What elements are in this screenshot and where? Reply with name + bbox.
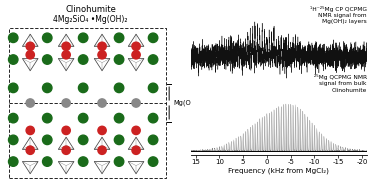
Circle shape [132, 99, 140, 107]
Circle shape [114, 55, 124, 64]
Text: 4Mg₂SiO₄ •Mg(OH)₂: 4Mg₂SiO₄ •Mg(OH)₂ [53, 15, 128, 24]
Circle shape [114, 157, 124, 166]
Circle shape [26, 146, 34, 154]
Circle shape [79, 33, 88, 43]
Circle shape [98, 51, 106, 59]
Text: Mg(OH)₂: Mg(OH)₂ [173, 100, 201, 106]
Circle shape [148, 135, 158, 145]
Circle shape [42, 113, 52, 123]
Circle shape [26, 99, 34, 107]
Circle shape [114, 135, 124, 145]
Text: ¹H⁻²⁵Mg CP QCPMG
NMR signal from
Mg(OH)₂ layers: ¹H⁻²⁵Mg CP QCPMG NMR signal from Mg(OH)₂… [310, 6, 367, 24]
Circle shape [62, 51, 70, 59]
Circle shape [8, 157, 18, 166]
Circle shape [132, 51, 140, 59]
X-axis label: Frequency (kHz from MgCl₂): Frequency (kHz from MgCl₂) [228, 168, 329, 174]
Circle shape [132, 146, 140, 154]
Circle shape [148, 83, 158, 93]
Circle shape [148, 157, 158, 166]
Circle shape [98, 99, 106, 107]
Circle shape [8, 113, 18, 123]
Text: Clinohumite: Clinohumite [65, 5, 116, 14]
Circle shape [42, 157, 52, 166]
Circle shape [26, 126, 34, 135]
Circle shape [42, 135, 52, 145]
Circle shape [148, 113, 158, 123]
Circle shape [8, 135, 18, 145]
Circle shape [79, 135, 88, 145]
Circle shape [79, 157, 88, 166]
Circle shape [62, 126, 70, 135]
Circle shape [114, 33, 124, 43]
Circle shape [62, 99, 70, 107]
Circle shape [26, 42, 34, 50]
Circle shape [42, 33, 52, 43]
Circle shape [42, 83, 52, 93]
Circle shape [8, 83, 18, 93]
Circle shape [62, 146, 70, 154]
Circle shape [98, 42, 106, 50]
Circle shape [26, 51, 34, 59]
Circle shape [42, 55, 52, 64]
Circle shape [132, 126, 140, 135]
Circle shape [8, 33, 18, 43]
Circle shape [114, 113, 124, 123]
Circle shape [8, 55, 18, 64]
Circle shape [62, 42, 70, 50]
Circle shape [132, 42, 140, 50]
Circle shape [79, 55, 88, 64]
Circle shape [114, 83, 124, 93]
Circle shape [79, 113, 88, 123]
Circle shape [98, 126, 106, 135]
Circle shape [148, 55, 158, 64]
Circle shape [148, 33, 158, 43]
Circle shape [79, 83, 88, 93]
Text: ²⁵Mg QCPMG NMR
signal from bulk
Clinohumite: ²⁵Mg QCPMG NMR signal from bulk Clinohum… [313, 74, 367, 93]
Circle shape [98, 146, 106, 154]
